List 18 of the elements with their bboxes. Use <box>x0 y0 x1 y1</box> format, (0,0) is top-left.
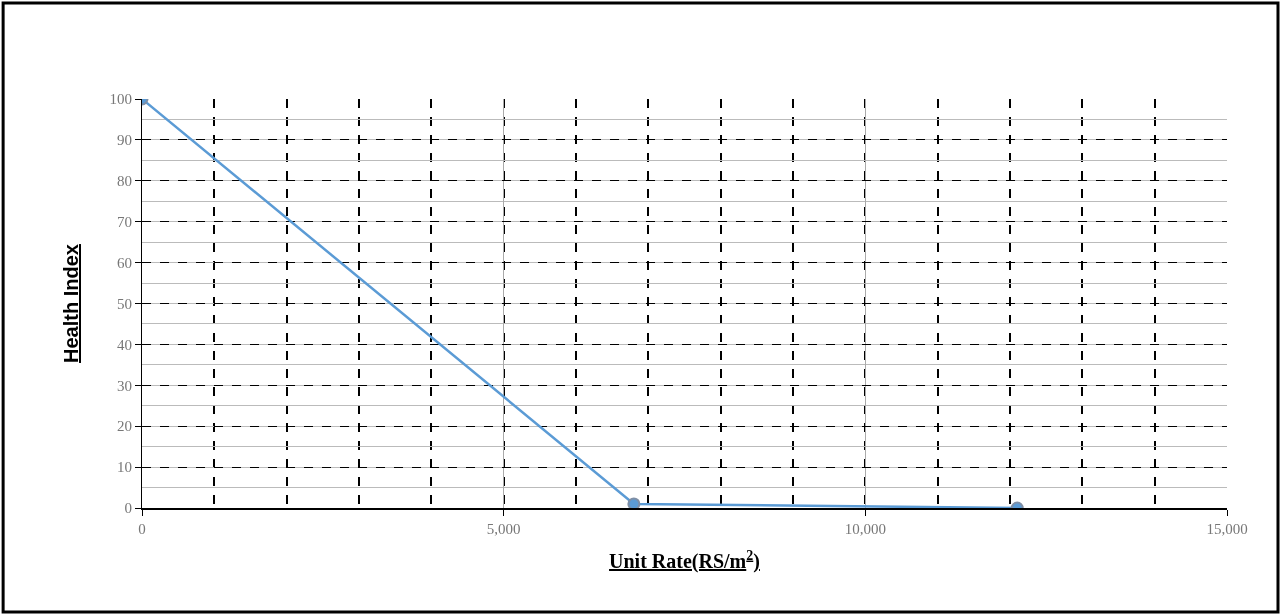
point <box>627 497 641 508</box>
y-tick-label: 10 <box>117 459 132 476</box>
y-tick-label: 40 <box>117 336 132 353</box>
x-axis-title: Unit Rate(RS/m$^{2}$) <box>609 547 760 573</box>
x-tick-label: 0 <box>138 521 146 537</box>
y-tick-label: 90 <box>117 132 132 149</box>
y-tick-label: 30 <box>117 377 132 394</box>
y-tick-label: 50 <box>117 295 132 312</box>
y-axis-title: Health Index <box>60 244 82 363</box>
y-tick-label: 0 <box>124 500 132 517</box>
x-tick-label: 15,000 <box>1206 521 1248 537</box>
y-tick-label: 80 <box>117 173 132 190</box>
y-tick-label: 20 <box>117 418 132 435</box>
x-tick-label: 10,000 <box>844 521 886 537</box>
y-tick-label: 100 <box>109 91 132 108</box>
y-tick-label: 70 <box>117 213 132 230</box>
x-tick-label: 5,000 <box>486 521 521 537</box>
y-tick-label: 60 <box>117 254 132 271</box>
